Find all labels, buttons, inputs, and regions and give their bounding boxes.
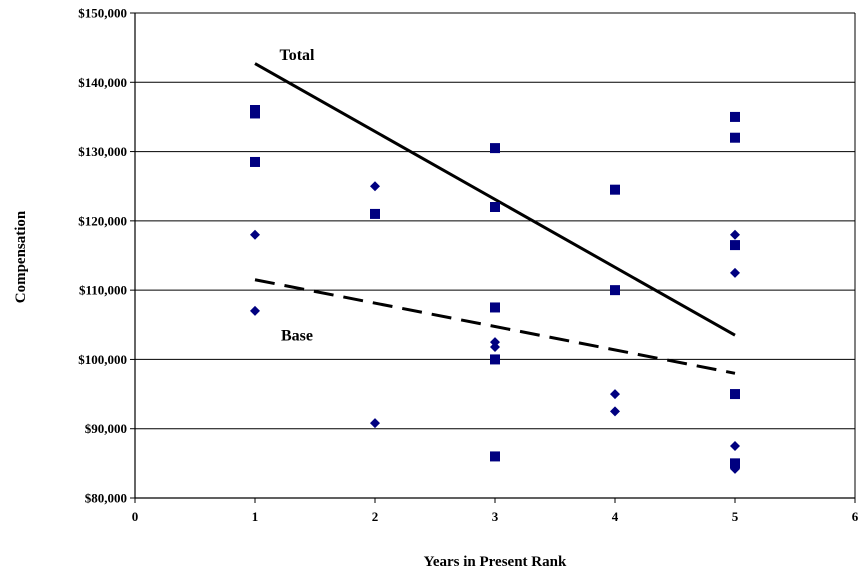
- x-tick-label: 0: [132, 509, 139, 524]
- trendline-total: [254, 62, 736, 337]
- x-tick-label: 2: [372, 509, 379, 524]
- data-point-diamond: [610, 406, 620, 417]
- data-point-square: [250, 156, 260, 167]
- data-point-diamond: [730, 441, 740, 452]
- data-point-square: [730, 111, 740, 122]
- data-point-square: [610, 184, 620, 195]
- data-point-diamond: [250, 229, 260, 240]
- data-point-square: [250, 108, 260, 119]
- y-tick-label: $100,000: [78, 352, 127, 367]
- data-point-diamond: [730, 267, 740, 278]
- grid-lines: [135, 12, 855, 499]
- data-point-square: [730, 458, 740, 469]
- x-axis-title: Years in Present Rank: [424, 554, 567, 570]
- data-point-diamond: [610, 389, 620, 400]
- x-tick-label: 3: [492, 509, 499, 524]
- data-point-square: [490, 302, 500, 313]
- y-tick-label: $90,000: [85, 421, 127, 436]
- axes: [130, 12, 856, 503]
- data-point-square: [490, 354, 500, 365]
- data-point-square: [730, 132, 740, 143]
- y-tick-label: $120,000: [78, 213, 127, 228]
- y-tick-label: $150,000: [78, 6, 127, 21]
- data-point-square: [490, 143, 500, 154]
- annotations: Total Base: [280, 47, 316, 345]
- data-point-diamond: [370, 181, 380, 192]
- tick-labels: $80,000 $90,000 $100,000 $110,000 $120,000 $1…: [78, 6, 859, 525]
- data-point-diamond: [490, 341, 500, 352]
- y-axis-title: Compensation: [13, 210, 29, 303]
- data-point-diamond: [730, 463, 740, 474]
- y-tick-label: $140,000: [78, 75, 127, 90]
- data-point-diamond: [370, 418, 380, 429]
- trendline-base: [254, 278, 736, 375]
- data-point-diamond: [730, 229, 740, 240]
- trendlines: [254, 62, 736, 375]
- trendline-label-total: Total: [280, 47, 316, 64]
- y-tick-label: $130,000: [78, 144, 127, 159]
- data-point-square: [490, 451, 500, 462]
- data-point-square: [490, 202, 500, 212]
- data-point-square: [610, 285, 620, 296]
- data-point-square: [730, 240, 740, 251]
- x-tick-label: 1: [252, 509, 259, 524]
- x-tick-label: 4: [612, 509, 619, 524]
- x-tick-label: 6: [852, 509, 859, 524]
- data-point-diamond: [250, 305, 260, 316]
- y-tick-label: $110,000: [79, 283, 127, 298]
- trendline-label-base: Base: [281, 328, 313, 345]
- x-tick-label: 5: [732, 509, 739, 524]
- data-point-square: [370, 208, 380, 219]
- y-tick-label: $80,000: [85, 491, 127, 506]
- data-points: [250, 105, 740, 474]
- data-point-square: [730, 389, 740, 400]
